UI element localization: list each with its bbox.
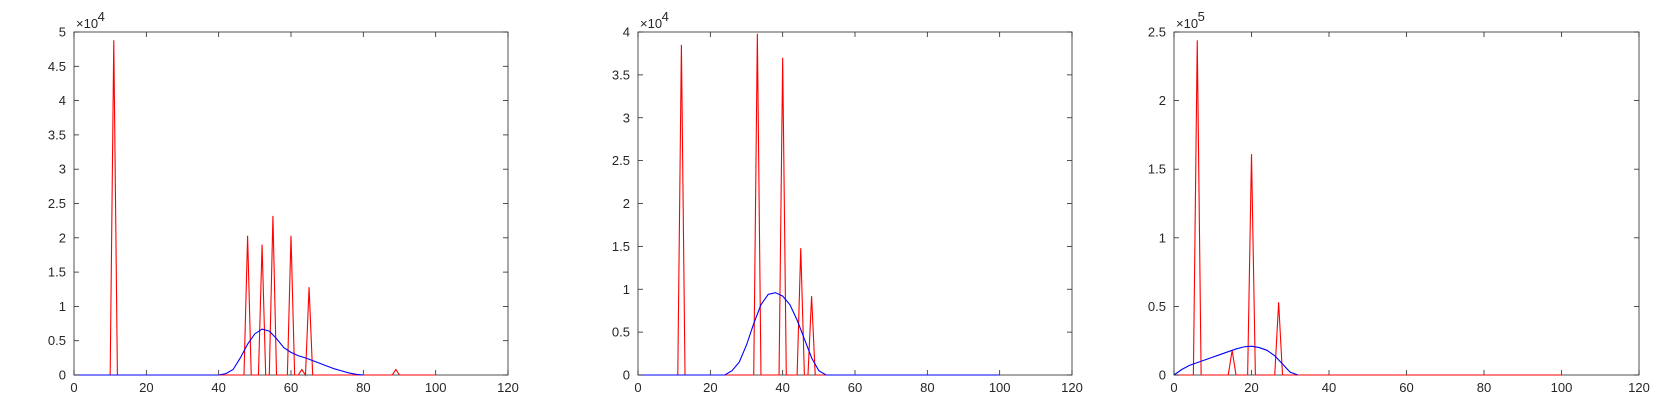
y-tick-label: 3.5 (612, 67, 630, 82)
series-line-2 (638, 292, 1000, 376)
y-tick-label: 3 (59, 162, 66, 177)
axes-box (73, 31, 509, 376)
x-tick-label: 20 (703, 380, 717, 395)
y-tick-label: 1.5 (612, 239, 630, 254)
y-tick-label: 0.5 (1148, 299, 1166, 314)
x-tick-label: 20 (1244, 380, 1258, 395)
x-tick-label: 0 (634, 380, 641, 395)
axes-box (1173, 31, 1640, 376)
y-multiplier-base: ×10 (76, 16, 98, 31)
y-tick-label: 0.5 (48, 333, 66, 348)
y-tick-label: 3 (623, 110, 630, 125)
y-multiplier-exponent: 4 (98, 9, 105, 24)
subplot-3: 0 20 40 60 80 100 120 0 0.5 1 1.5 2 2.5 ×10 5 (1148, 9, 1650, 395)
x-tick-label: 60 (1399, 380, 1413, 395)
y-tick-label: 0 (1159, 368, 1166, 383)
y-multiplier-exponent: 4 (662, 9, 669, 24)
y-tick-label: 2.5 (1148, 25, 1166, 40)
y-multiplier-base: ×10 (1176, 16, 1198, 31)
x-tick-label: 80 (920, 380, 934, 395)
y-multiplier-base: ×10 (640, 16, 662, 31)
y-tick-label: 4 (59, 93, 66, 108)
x-tick-label: 20 (139, 380, 153, 395)
series-line-2 (1173, 345, 1299, 376)
y-tick-label: 1 (623, 282, 630, 297)
x-tick-label: 60 (848, 380, 862, 395)
x-tick-label: 40 (211, 380, 225, 395)
x-tick-label: 80 (356, 380, 370, 395)
x-tick-label: 40 (1322, 380, 1336, 395)
x-tick-label: 120 (1061, 380, 1083, 395)
y-tick-label: 2.5 (612, 153, 630, 168)
series-line-1 (638, 33, 1000, 376)
y-tick-label: 1.5 (48, 265, 66, 280)
x-tick-label: 0 (1170, 380, 1177, 395)
y-tick-label: 1.5 (1148, 162, 1166, 177)
series-line-1 (1174, 40, 1562, 376)
y-tick-label: 4 (623, 25, 630, 40)
x-tick-label: 100 (1551, 380, 1573, 395)
x-tick-label: 0 (70, 380, 77, 395)
x-tick-label: 40 (775, 380, 789, 395)
y-tick-label: 0 (59, 368, 66, 383)
y-tick-label: 5 (59, 25, 66, 40)
x-tick-label: 60 (284, 380, 298, 395)
x-tick-label: 100 (989, 380, 1011, 395)
x-tick-label: 100 (425, 380, 447, 395)
y-tick-label: 2 (59, 230, 66, 245)
x-tick-label: 120 (497, 380, 519, 395)
y-tick-label: 0 (623, 368, 630, 383)
y-tick-label: 2.5 (48, 196, 66, 211)
y-multiplier-exponent: 5 (1198, 9, 1205, 24)
y-tick-label: 1 (59, 299, 66, 314)
y-tick-label: 3.5 (48, 127, 66, 142)
x-tick-label: 80 (1477, 380, 1491, 395)
series-line-2 (74, 328, 364, 376)
axes-box (637, 31, 1073, 376)
y-tick-label: 2 (623, 196, 630, 211)
y-tick-label: 2 (1159, 93, 1166, 108)
y-tick-label: 0.5 (612, 325, 630, 340)
y-tick-label: 1 (1159, 230, 1166, 245)
y-tick-label: 4.5 (48, 59, 66, 74)
series-line-1 (74, 40, 436, 377)
x-tick-label: 120 (1628, 380, 1650, 395)
